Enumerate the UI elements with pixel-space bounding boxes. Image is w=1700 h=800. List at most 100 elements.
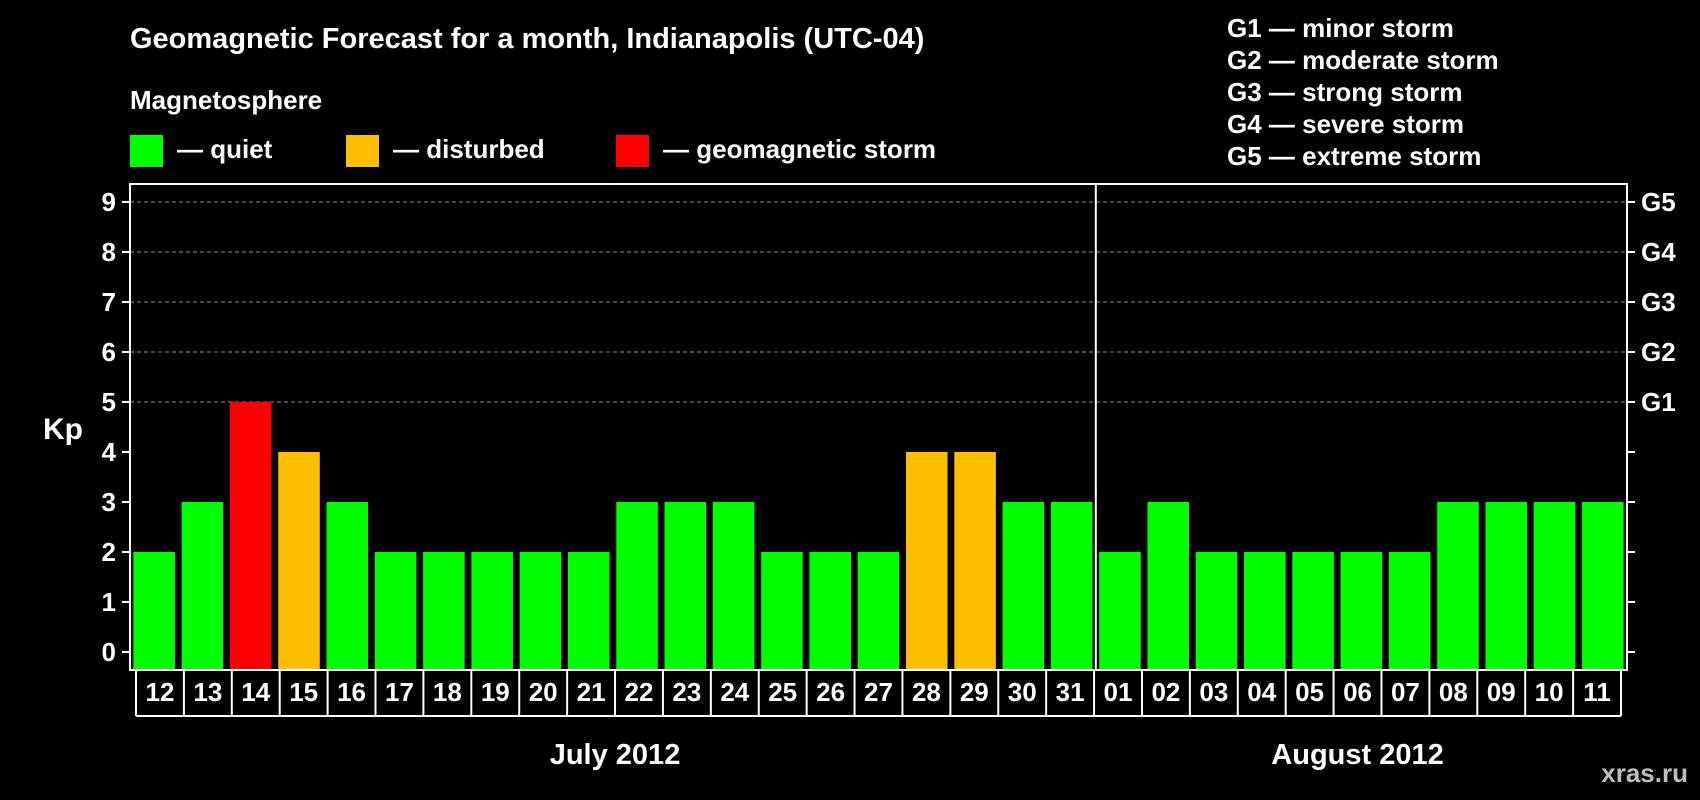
y-tick-label-7: 7 bbox=[102, 287, 116, 317]
legend-label-storm: — geomagnetic storm bbox=[663, 134, 936, 164]
bar-day-28 bbox=[906, 452, 948, 670]
storm-scale-g5: G5 — extreme storm bbox=[1227, 141, 1481, 171]
plot-border bbox=[129, 183, 1628, 671]
storm-scale-g2: G2 — moderate storm bbox=[1227, 45, 1499, 75]
day-axis: 12 13 14 15 16 17 18 19 20 21 22 23 24 25 26 27 28 29 30 31… bbox=[135, 670, 1622, 717]
y-tick-label-1: 1 bbox=[102, 587, 116, 617]
day-label-07: 07 bbox=[1391, 677, 1420, 707]
bar-day-20 bbox=[519, 552, 562, 670]
day-label-27: 27 bbox=[864, 677, 893, 707]
bar-day-04 bbox=[1244, 552, 1286, 670]
day-label-06: 06 bbox=[1343, 677, 1372, 707]
bar-day-02 bbox=[1147, 502, 1190, 670]
legend-label-quiet: — quiet bbox=[177, 134, 273, 164]
storm-scale-legend: G1 — minor storm G2 — moderate storm G3 … bbox=[1227, 13, 1499, 171]
day-label-12: 12 bbox=[145, 677, 174, 707]
day-label-28: 28 bbox=[912, 677, 941, 707]
gridlines bbox=[130, 201, 1627, 403]
watermark: xras.ru bbox=[1601, 758, 1688, 788]
day-label-11: 11 bbox=[1583, 677, 1611, 707]
bar-day-05 bbox=[1292, 552, 1334, 670]
bar-day-29 bbox=[954, 452, 996, 670]
day-label-08: 08 bbox=[1439, 677, 1468, 707]
bar-day-16 bbox=[326, 502, 369, 670]
day-label-01: 01 bbox=[1104, 677, 1133, 707]
bar-day-14 bbox=[229, 402, 272, 670]
day-label-09: 09 bbox=[1487, 677, 1516, 707]
legend-swatch-quiet bbox=[130, 135, 163, 167]
bar-day-18 bbox=[423, 552, 465, 670]
bar-day-06 bbox=[1340, 552, 1383, 670]
day-label-10: 10 bbox=[1535, 677, 1564, 707]
day-label-21: 21 bbox=[577, 677, 606, 707]
day-label-22: 22 bbox=[625, 677, 654, 707]
month-label-july: July 2012 bbox=[550, 739, 681, 771]
day-label-15: 15 bbox=[289, 677, 318, 707]
legend: — quiet — disturbed — geomagnetic storm bbox=[130, 134, 936, 167]
day-label-14: 14 bbox=[241, 677, 270, 707]
bar-day-25 bbox=[761, 552, 803, 670]
bar-day-23 bbox=[664, 502, 707, 670]
right-axis-label-g3: G3 bbox=[1641, 287, 1676, 317]
month-labels: July 2012 August 2012 bbox=[550, 739, 1444, 771]
storm-scale-g1: G1 — minor storm bbox=[1227, 13, 1454, 43]
day-label-26: 26 bbox=[816, 677, 845, 707]
legend-label-disturbed: — disturbed bbox=[393, 134, 545, 164]
day-label-03: 03 bbox=[1199, 677, 1228, 707]
day-label-13: 13 bbox=[193, 677, 222, 707]
y-tick-label-0: 0 bbox=[102, 637, 116, 667]
day-label-23: 23 bbox=[672, 677, 701, 707]
y-tick-label-5: 5 bbox=[102, 387, 116, 417]
y-tick-label-2: 2 bbox=[102, 537, 116, 567]
bar-day-30 bbox=[1002, 502, 1045, 670]
bar-day-11 bbox=[1582, 502, 1624, 670]
legend-swatch-disturbed bbox=[346, 135, 379, 167]
day-label-31: 31 bbox=[1056, 677, 1085, 707]
day-label-16: 16 bbox=[337, 677, 366, 707]
day-label-30: 30 bbox=[1008, 677, 1037, 707]
day-label-05: 05 bbox=[1295, 677, 1324, 707]
day-label-17: 17 bbox=[385, 677, 414, 707]
bar-day-03 bbox=[1195, 552, 1238, 670]
bar-day-27 bbox=[857, 552, 900, 670]
bar-day-10 bbox=[1533, 502, 1576, 670]
day-label-29: 29 bbox=[960, 677, 989, 707]
chart-title: Geomagnetic Forecast for a month, Indian… bbox=[130, 23, 924, 55]
right-axis-label-g2: G2 bbox=[1641, 337, 1676, 367]
bar-day-26 bbox=[809, 552, 851, 670]
day-label-02: 02 bbox=[1151, 677, 1180, 707]
bar-day-31 bbox=[1050, 502, 1093, 670]
axis-ticks: 0 1 2 3 4 5 6 7 8 9 G1 G2 G3 G4 G5 bbox=[102, 187, 1677, 667]
right-axis-label-g4: G4 bbox=[1641, 237, 1676, 267]
legend-swatch-storm bbox=[616, 135, 649, 167]
bar-day-13 bbox=[181, 502, 224, 670]
day-label-19: 19 bbox=[481, 677, 510, 707]
y-tick-label-6: 6 bbox=[102, 337, 116, 367]
right-axis-label-g5: G5 bbox=[1641, 187, 1676, 217]
bar-day-24 bbox=[712, 502, 755, 670]
y-axis-label: Kp bbox=[43, 413, 83, 446]
bar-day-12 bbox=[133, 552, 175, 670]
legend-title: Magnetosphere bbox=[130, 85, 322, 115]
bar-day-17 bbox=[374, 552, 417, 670]
bar-day-19 bbox=[471, 552, 513, 670]
bar-day-15 bbox=[278, 452, 320, 670]
day-label-20: 20 bbox=[529, 677, 558, 707]
day-label-04: 04 bbox=[1247, 677, 1276, 707]
bar-day-07 bbox=[1388, 552, 1431, 670]
y-tick-label-8: 8 bbox=[102, 237, 116, 267]
y-tick-label-4: 4 bbox=[102, 437, 117, 467]
plot-frame bbox=[129, 183, 1628, 671]
day-label-18: 18 bbox=[433, 677, 462, 707]
storm-scale-g4: G4 — severe storm bbox=[1227, 109, 1464, 139]
bar-day-21 bbox=[567, 552, 610, 670]
bar-day-01 bbox=[1099, 552, 1141, 670]
bar-day-08 bbox=[1437, 502, 1479, 670]
y-tick-label-9: 9 bbox=[102, 187, 116, 217]
bars bbox=[133, 402, 1624, 670]
bar-day-09 bbox=[1485, 502, 1528, 670]
y-tick-label-3: 3 bbox=[102, 487, 116, 517]
month-label-august: August 2012 bbox=[1271, 739, 1443, 771]
day-label-24: 24 bbox=[720, 677, 749, 707]
